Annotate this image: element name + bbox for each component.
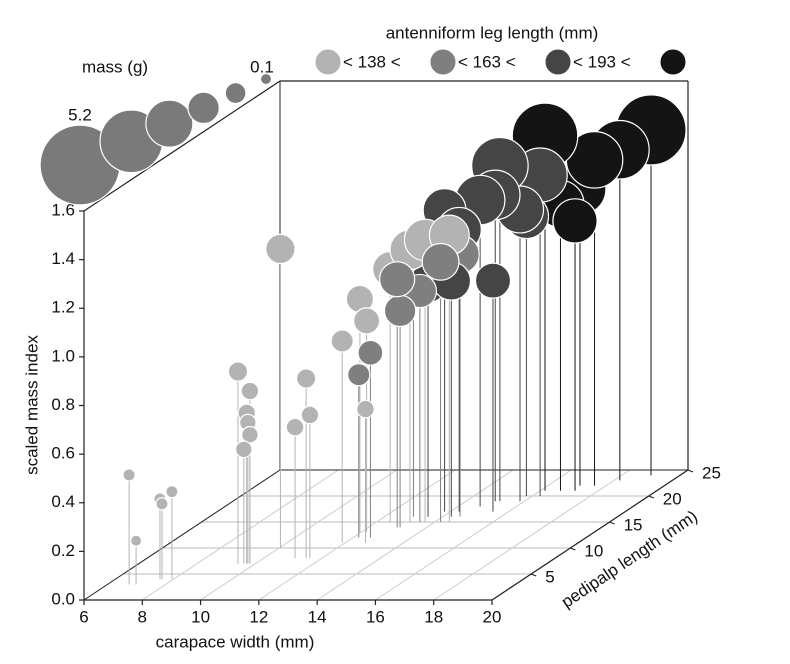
- color-legend-label: < 163 <: [458, 52, 516, 71]
- color-legend-label: < 193 <: [573, 52, 631, 71]
- y-tick-label: 0.8: [51, 395, 75, 414]
- size-legend-bubble: [259, 72, 273, 86]
- grid-line: [200, 469, 397, 601]
- size-legend-title: mass (g): [82, 57, 148, 76]
- grid-line: [316, 469, 514, 601]
- y-axis-label: scaled mass index: [22, 335, 41, 475]
- color-legend-swatch: [429, 48, 457, 76]
- size-legend-label: 5.2: [68, 105, 92, 124]
- x-axis-label: carapace width (mm): [156, 632, 315, 651]
- z-tick: [609, 521, 615, 525]
- grid-line: [142, 469, 339, 601]
- z-tick-label: 20: [663, 489, 682, 508]
- color-legend-swatch: [544, 48, 572, 76]
- bubble: [474, 262, 512, 299]
- bubble: [421, 242, 460, 281]
- bubble: [241, 425, 259, 444]
- y-tick-label: 0.2: [51, 541, 75, 560]
- size-legend-bubble: [187, 91, 220, 125]
- x-tick-label: 6: [79, 607, 88, 626]
- y-tick-label: 1.0: [51, 346, 75, 365]
- y-tick-label: 0.0: [51, 589, 75, 608]
- z-tick-label: 5: [545, 567, 554, 586]
- size-legend-bubble: [145, 99, 194, 148]
- z-tick: [570, 547, 576, 551]
- axis-line: [491, 469, 689, 601]
- z-tick: [648, 495, 655, 499]
- color-legend-title: antenniform leg length (mm): [386, 23, 599, 42]
- bubble: [330, 329, 354, 353]
- x-tick-label: 20: [483, 607, 502, 626]
- bubble: [383, 294, 417, 328]
- bubble: [129, 534, 143, 547]
- z-tick: [687, 469, 694, 473]
- bubble: [353, 307, 381, 335]
- bubble: [265, 233, 296, 265]
- box-edge: [83, 80, 281, 212]
- z-tick: [530, 573, 537, 577]
- bubble: [356, 399, 375, 419]
- x-tick-label: 14: [308, 607, 327, 626]
- bubble: [379, 261, 416, 298]
- size-legend-label: 0.1: [250, 57, 274, 76]
- bubble: [285, 417, 305, 437]
- x-tick-label: 18: [424, 607, 443, 626]
- grid-line: [258, 469, 456, 601]
- color-legend-label: < 138 <: [343, 52, 401, 71]
- color-legend-swatch: [314, 48, 342, 76]
- x-tick-label: 16: [366, 607, 385, 626]
- z-tick-label: 10: [584, 541, 603, 560]
- bubble: [227, 361, 249, 382]
- bubble: [155, 497, 169, 511]
- bubble: [234, 440, 253, 459]
- x-tick-label: 12: [249, 607, 268, 626]
- y-tick-label: 0.6: [51, 444, 75, 463]
- bubble: [347, 363, 371, 387]
- box-edge: [83, 469, 281, 601]
- bubble: [357, 339, 384, 366]
- bubble: [552, 198, 598, 244]
- size-legend-bubble: [224, 82, 247, 105]
- y-tick-label: 1.2: [51, 298, 75, 317]
- x-tick-label: 10: [191, 607, 210, 626]
- bubble: [295, 368, 317, 389]
- bubble: [240, 381, 260, 401]
- y-tick-label: 1.4: [51, 249, 75, 268]
- color-legend-swatch: [659, 48, 687, 76]
- z-tick-label: 15: [624, 515, 643, 534]
- bubble: [122, 468, 136, 482]
- y-tick-label: 1.6: [51, 200, 75, 219]
- z-tick-label: 25: [702, 463, 721, 482]
- y-tick-label: 0.4: [51, 492, 75, 511]
- x-tick-label: 8: [138, 607, 147, 626]
- bubble: [300, 405, 320, 425]
- bubble: [165, 485, 179, 499]
- grid-line: [433, 469, 630, 601]
- grid-line: [375, 469, 572, 601]
